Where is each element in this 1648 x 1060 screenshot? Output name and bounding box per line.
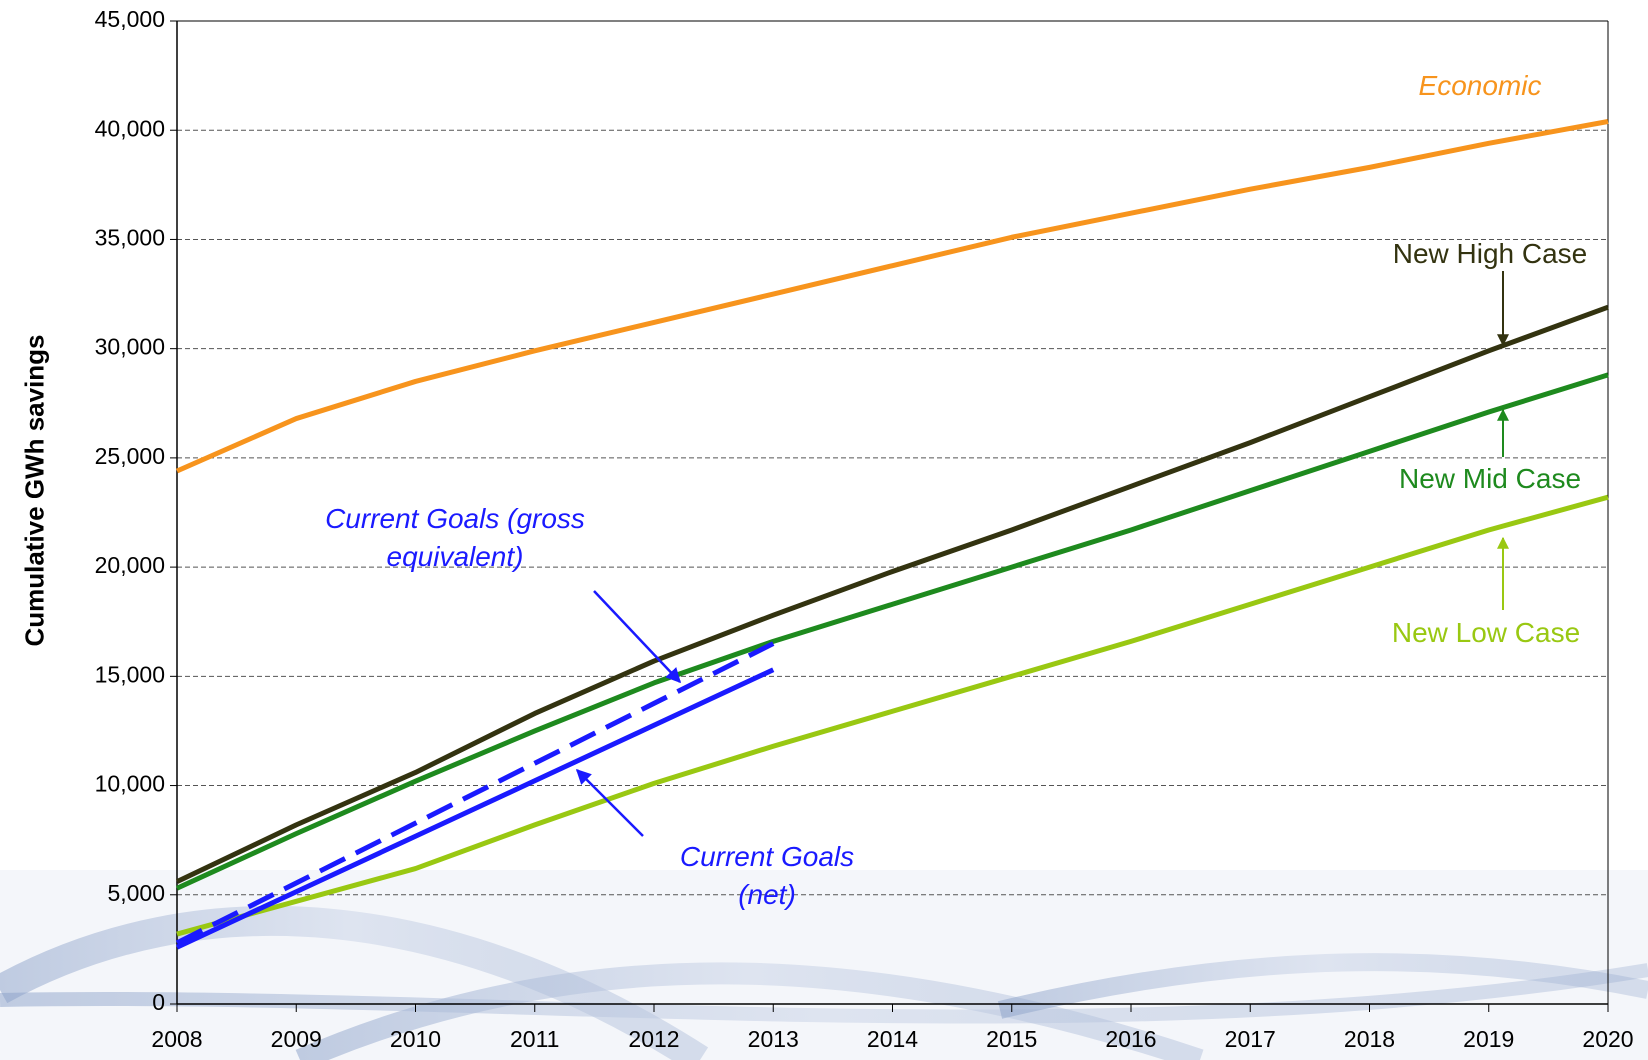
series-line bbox=[175, 641, 775, 946]
series-line bbox=[175, 372, 1609, 891]
series-label: Current Goals (net) bbox=[679, 841, 855, 910]
series-label: New Mid Case bbox=[1398, 463, 1582, 494]
wave bbox=[997, 953, 1648, 1019]
y-tick-label: 0 bbox=[152, 989, 165, 1015]
plot-area: 0 5,000 10,000 15,000 20,000 25,000 30,000 35,0… bbox=[95, 6, 1634, 1052]
wave bbox=[0, 963, 1648, 1024]
wave bbox=[0, 905, 709, 1060]
x-tick-label: 2018 bbox=[1344, 1026, 1395, 1052]
y-tick-label: 35,000 bbox=[95, 225, 165, 251]
y-tick-label: 30,000 bbox=[95, 334, 165, 360]
y-tick-label: 45,000 bbox=[95, 6, 165, 32]
x-tick-label: 2019 bbox=[1463, 1026, 1514, 1052]
series-label: New Low Case bbox=[1391, 617, 1581, 648]
x-tick-label: 2013 bbox=[748, 1026, 799, 1052]
y-tick-label: 5,000 bbox=[107, 880, 165, 906]
x-tick-label: 2020 bbox=[1582, 1026, 1633, 1052]
series-line bbox=[175, 119, 1609, 474]
series-line bbox=[175, 667, 775, 950]
background-waves bbox=[0, 870, 1648, 1060]
x-tick-label: 2014 bbox=[867, 1026, 918, 1052]
x-tick-label: 2010 bbox=[390, 1026, 441, 1052]
annotation-arrows bbox=[575, 271, 1509, 837]
x-tick-label: 2008 bbox=[151, 1026, 202, 1052]
x-tick-label: 2015 bbox=[986, 1026, 1037, 1052]
series-line bbox=[175, 304, 1609, 884]
arrow bbox=[575, 768, 644, 837]
y-tick-label: 40,000 bbox=[95, 115, 165, 141]
y-tick-label: 10,000 bbox=[95, 771, 165, 797]
series-line bbox=[176, 494, 1609, 937]
x-tick-label: 2012 bbox=[628, 1026, 679, 1052]
y-tick-label: 20,000 bbox=[95, 552, 165, 578]
series-label: Economic bbox=[1418, 70, 1542, 101]
x-tick-label: 2016 bbox=[1105, 1026, 1156, 1052]
y-axis-title: Cumulative GWh savings bbox=[19, 334, 50, 647]
arrow bbox=[593, 590, 682, 684]
y-tick-label: 15,000 bbox=[95, 661, 165, 687]
series-label: Current Goals (gross equivalent) bbox=[325, 503, 585, 572]
x-tick-label: 2011 bbox=[510, 1026, 559, 1052]
y-tick-label: 25,000 bbox=[95, 443, 165, 469]
x-tick-label: 2009 bbox=[271, 1026, 322, 1052]
series-label: New High Case bbox=[1392, 238, 1588, 269]
x-tick-label: 2017 bbox=[1225, 1026, 1276, 1052]
